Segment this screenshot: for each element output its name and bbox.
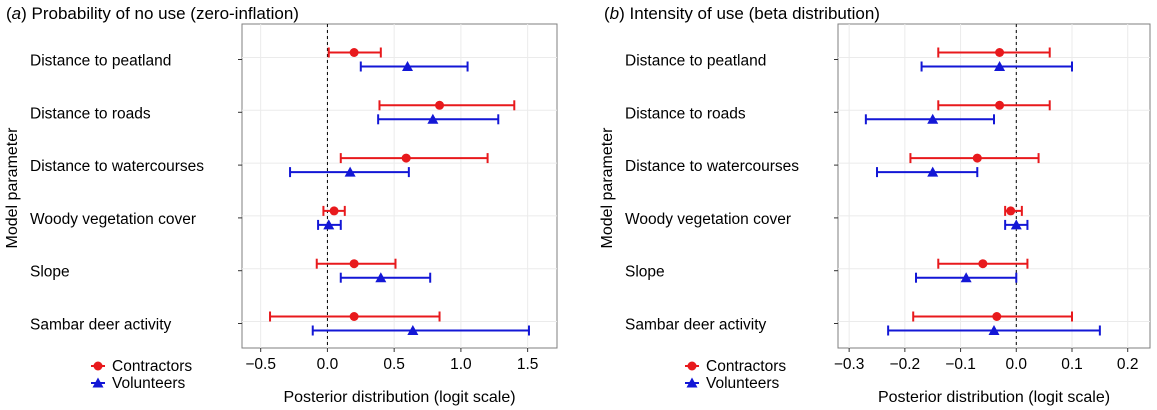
category-label: Slope (30, 264, 70, 281)
category-label: Woody vegetation cover (30, 211, 196, 228)
x-axis-label: Posterior distribution (logit scale) (283, 389, 515, 406)
point-contractors (349, 48, 359, 57)
x-tick-label: 0.1 (1061, 356, 1083, 373)
point-contractors (1006, 206, 1016, 216)
point-contractors (349, 312, 359, 321)
point-contractors (995, 100, 1005, 110)
x-tick-label: −0.5 (245, 356, 276, 373)
category-label: Slope (625, 264, 665, 281)
title-part: ) Probability of no use (zero-inflation) (21, 4, 299, 23)
point-contractors (972, 153, 982, 163)
category-label: Distance to peatland (30, 53, 171, 70)
category-label: Distance to watercourses (30, 158, 204, 175)
x-tick-label: 0.2 (1117, 356, 1139, 373)
legend-key-triangle (92, 377, 104, 388)
x-tick-label: 1.0 (450, 356, 472, 373)
panel-title: (b) Intensity of use (beta distribution) (604, 4, 880, 23)
panel-title: (a) Probability of no use (zero-inflatio… (6, 4, 299, 23)
point-contractors (329, 206, 339, 216)
title-part: ( (604, 4, 610, 23)
x-axis-label: Posterior distribution (logit scale) (878, 389, 1110, 406)
x-tick-label: 0.5 (383, 356, 405, 373)
point-volunteers (375, 272, 387, 283)
y-axis-label: Model parameter (599, 127, 616, 249)
point-contractors (401, 153, 411, 163)
x-tick-label: −0.1 (945, 356, 976, 373)
category-label: Distance to roads (30, 105, 151, 122)
title-part: b (610, 4, 619, 23)
category-label: Distance to roads (625, 105, 746, 122)
point-volunteers (402, 61, 414, 71)
point-contractors (995, 48, 1005, 57)
point-contractors (978, 259, 988, 269)
y-axis-label: Model parameter (4, 127, 21, 249)
point-volunteers (927, 113, 939, 124)
point-volunteers (1010, 219, 1022, 230)
category-label: Distance to peatland (625, 53, 766, 70)
x-tick-label: 0.0 (317, 356, 339, 373)
plot-area (241, 23, 558, 349)
title-part: ) Intensity of use (beta distribution) (619, 4, 880, 23)
legend-key-triangle (686, 377, 698, 388)
point-volunteers (994, 61, 1006, 71)
point-contractors (349, 259, 359, 269)
point-volunteers (988, 325, 1000, 335)
legend-label: Contractors (706, 358, 786, 375)
title-part: a (12, 4, 21, 23)
point-volunteers (960, 272, 972, 283)
point-volunteers (407, 325, 419, 335)
category-label: Distance to watercourses (625, 158, 799, 175)
legend-label: Volunteers (112, 375, 185, 392)
point-volunteers (344, 166, 356, 177)
point-volunteers (323, 219, 335, 230)
category-label: Woody vegetation cover (625, 211, 791, 228)
category-label: Sambar deer activity (30, 317, 172, 334)
x-tick-label: 0.0 (1006, 356, 1028, 373)
point-contractors (435, 100, 445, 110)
legend-label: Contractors (112, 358, 192, 375)
category-label: Sambar deer activity (625, 317, 767, 334)
point-volunteers (927, 166, 939, 177)
title-part: ( (6, 4, 12, 23)
chart-panel-a: −0.5 0.0 0.5 1.0 1.5 Distance to peatland Dist… (4, 4, 558, 406)
x-tick-label: −0.3 (834, 356, 865, 373)
legend-key-circle (93, 361, 103, 371)
point-contractors (992, 312, 1002, 321)
x-tick-label: 1.5 (517, 356, 539, 373)
plot-area (837, 23, 1151, 349)
point-volunteers (427, 113, 439, 124)
legend-label: Volunteers (706, 375, 779, 392)
chart-panel-b: −0.3 −0.2 −0.1 0.0 0.1 0.2 Distance to peatlan… (599, 4, 1151, 406)
x-tick-label: −0.2 (890, 356, 921, 373)
legend-key-circle (687, 361, 697, 371)
